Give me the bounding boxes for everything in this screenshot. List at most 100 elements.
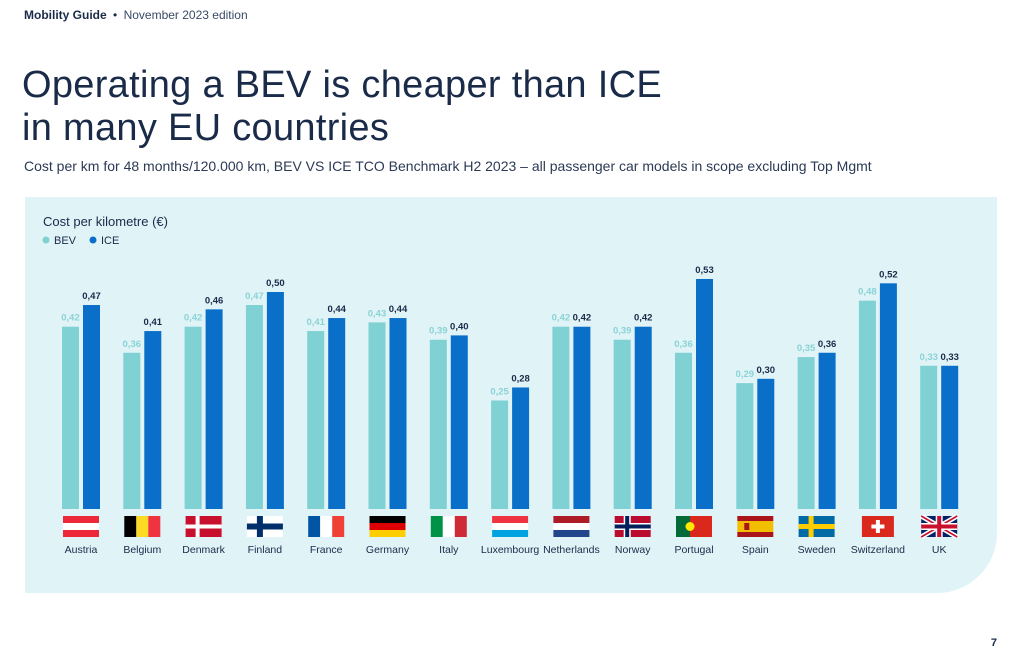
page-number: 7: [990, 637, 997, 649]
value-label-bev-finland: 0,47: [245, 291, 264, 302]
value-label-ice-france: 0,44: [327, 304, 346, 315]
value-label-ice-netherlands: 0,42: [573, 313, 592, 324]
category-label-austria: Austria: [65, 544, 98, 556]
edition-label: November 2023 edition: [123, 8, 248, 22]
value-label-ice-belgium: 0,41: [144, 317, 163, 328]
bar-ice-switzerland: [879, 283, 897, 509]
value-label-bev-uk: 0,33: [919, 352, 938, 363]
bar-ice-sweden: [818, 352, 836, 509]
category-label-italy: Italy: [439, 544, 459, 556]
category-label-denmark: Denmark: [182, 544, 225, 556]
value-label-ice-norway: 0,42: [634, 313, 653, 324]
value-label-bev-denmark: 0,42: [184, 313, 203, 324]
bar-bev-uk: [920, 365, 938, 509]
value-label-ice-portugal: 0,53: [695, 265, 714, 276]
value-label-ice-sweden: 0,36: [818, 339, 837, 350]
category-label-spain: Spain: [742, 544, 769, 556]
bar-ice-germany: [389, 318, 407, 509]
value-label-bev-italy: 0,39: [429, 326, 448, 337]
category-label-germany: Germany: [366, 544, 410, 556]
bar-bev-germany: [368, 322, 386, 509]
bar-ice-france: [328, 318, 346, 509]
value-label-ice-spain: 0,30: [757, 365, 776, 376]
flag-italy-icon: [430, 516, 467, 537]
bar-ice-luxembourg: [512, 387, 530, 509]
flag-germany-icon: [369, 516, 406, 537]
bar-bev-switzerland: [858, 300, 876, 509]
header-line: Mobility Guide • November 2023 edition: [24, 8, 248, 22]
value-label-bev-netherlands: 0,42: [552, 313, 571, 324]
brand-name: Mobility Guide: [24, 8, 107, 22]
value-label-ice-germany: 0,44: [389, 304, 408, 315]
category-label-france: France: [310, 544, 343, 556]
value-label-bev-belgium: 0,36: [123, 339, 142, 350]
bar-bev-norway: [613, 339, 631, 509]
bar-chart: Cost per kilometre (€)BEV ICE0,420,47Aust…: [42, 214, 959, 556]
category-label-portugal: Portugal: [674, 544, 713, 556]
value-label-ice-uk: 0,33: [940, 352, 959, 363]
bar-bev-austria: [62, 326, 79, 509]
value-label-bev-sweden: 0,35: [797, 343, 816, 354]
value-label-bev-france: 0,41: [306, 317, 325, 328]
value-label-bev-spain: 0,29: [736, 369, 755, 380]
bar-ice-portugal: [696, 278, 713, 509]
category-label-belgium: Belgium: [123, 544, 161, 556]
bar-bev-portugal: [675, 352, 692, 509]
bar-bev-netherlands: [552, 326, 570, 509]
legend-label-bev: BEV: [54, 235, 77, 247]
bar-ice-uk: [941, 365, 959, 509]
bar-ice-finland: [266, 292, 284, 509]
bar-bev-belgium: [123, 352, 141, 509]
flag-spain-icon: [737, 516, 774, 537]
legend-label-ice: ICE: [101, 235, 119, 247]
page-subtitle: Cost per km for 48 months/120.000 km, BE…: [24, 158, 872, 174]
value-label-ice-italy: 0,40: [450, 321, 469, 332]
flag-norway-icon: [614, 516, 651, 537]
bar-bev-denmark: [184, 326, 202, 509]
flag-switzerland-icon: [861, 516, 894, 537]
category-label-luxembourg: Luxembourg: [481, 544, 540, 556]
category-label-sweden: Sweden: [798, 544, 836, 556]
value-label-ice-switzerland: 0,52: [879, 269, 898, 280]
bar-bev-france: [307, 331, 325, 509]
value-label-ice-finland: 0,50: [266, 278, 285, 289]
value-label-bev-germany: 0,43: [368, 308, 387, 319]
bar-ice-norway: [634, 326, 652, 509]
flag-denmark-icon: [185, 516, 222, 537]
bar-ice-austria: [83, 305, 100, 509]
flag-france-icon: [308, 516, 345, 537]
flag-uk-icon: [919, 513, 959, 540]
legend-marker-bev: [42, 236, 50, 244]
bar-bev-finland: [245, 305, 263, 509]
flag-netherlands-icon: [553, 516, 590, 537]
value-label-ice-denmark: 0,46: [205, 295, 224, 306]
legend-marker-ice: [89, 236, 97, 244]
title-line-1: Operating a BEV is cheaper than ICE: [22, 64, 662, 106]
value-label-ice-austria: 0,47: [82, 291, 101, 302]
header-separator: •: [113, 8, 118, 22]
bar-bev-luxembourg: [491, 400, 509, 509]
bar-bev-spain: [736, 383, 754, 509]
flag-finland-icon: [246, 516, 283, 537]
bar-ice-spain: [757, 378, 775, 509]
flag-austria-icon: [63, 516, 99, 537]
y-axis-label: Cost per kilometre (€): [43, 214, 168, 229]
chart-panel: Cost per kilometre (€) BEV ICE 0,42 0,47 Aust…: [25, 197, 997, 593]
bar-bev-italy: [429, 339, 447, 509]
title-line-2: in many EU countries: [22, 107, 390, 149]
category-label-norway: Norway: [615, 544, 651, 556]
category-label-switzerland: Switzerland: [851, 544, 905, 556]
value-label-ice-luxembourg: 0,28: [511, 373, 530, 384]
bar-bev-sweden: [797, 357, 815, 509]
bar-ice-italy: [450, 335, 468, 509]
flag-portugal-icon: [676, 516, 712, 537]
category-label-finland: Finland: [248, 544, 283, 556]
flag-belgium-icon: [124, 516, 161, 537]
category-label-uk: UK: [932, 544, 947, 556]
value-label-bev-austria: 0,42: [61, 313, 80, 324]
bar-ice-denmark: [205, 309, 223, 509]
value-label-bev-luxembourg: 0,25: [490, 387, 509, 398]
flag-luxembourg-icon: [492, 516, 529, 537]
flag-sweden-icon: [798, 516, 835, 537]
value-label-bev-norway: 0,39: [613, 326, 632, 337]
